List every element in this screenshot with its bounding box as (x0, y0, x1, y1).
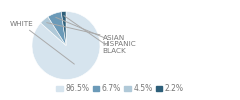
Text: ASIAN: ASIAN (47, 23, 125, 41)
Wedge shape (32, 12, 100, 80)
Wedge shape (61, 12, 66, 46)
Wedge shape (41, 17, 66, 46)
Wedge shape (48, 12, 66, 46)
Text: BLACK: BLACK (64, 16, 126, 54)
Text: HISPANIC: HISPANIC (56, 17, 137, 47)
Text: WHITE: WHITE (10, 21, 74, 64)
Legend: 86.5%, 6.7%, 4.5%, 2.2%: 86.5%, 6.7%, 4.5%, 2.2% (53, 81, 187, 96)
